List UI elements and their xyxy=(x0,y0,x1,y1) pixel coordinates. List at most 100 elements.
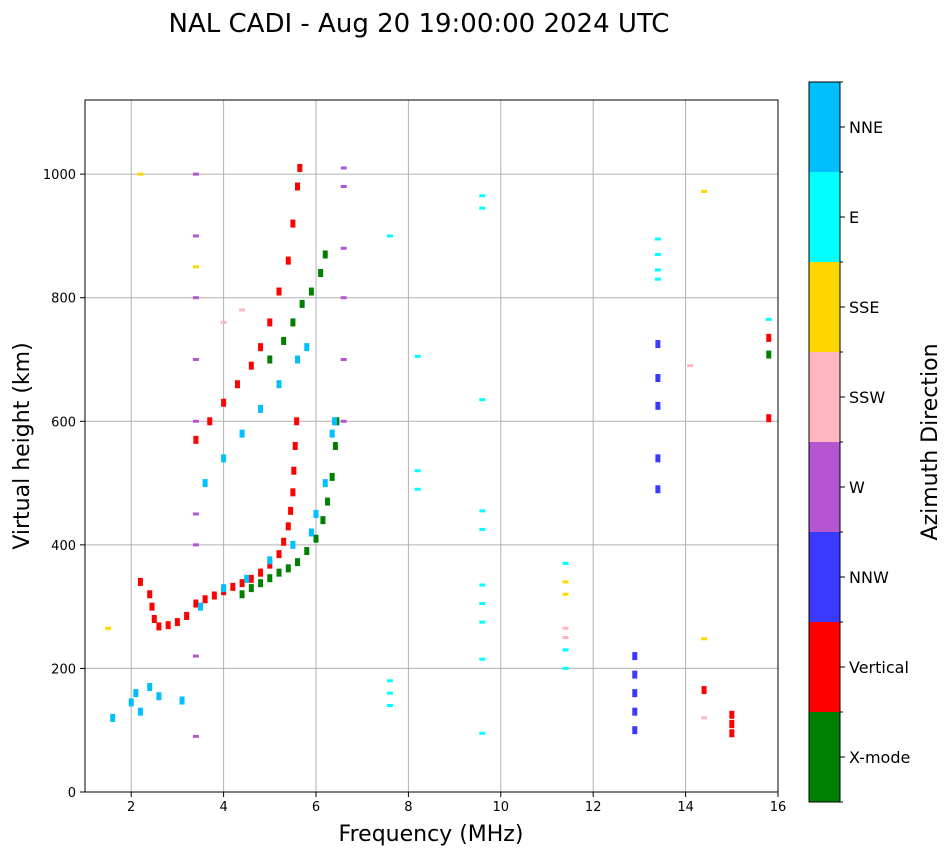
colorbar-label: Azimuth Direction xyxy=(918,343,943,540)
echo-point xyxy=(340,358,347,361)
colorbar: X-mode Vertical NNW W SSW SSE E NNE xyxy=(808,81,910,803)
echo-point xyxy=(320,516,326,525)
echo-point xyxy=(701,716,708,720)
echo-point xyxy=(562,592,569,596)
echo-point xyxy=(701,189,708,193)
echo-point xyxy=(267,560,273,569)
echo-point xyxy=(290,219,296,228)
echo-point xyxy=(258,404,264,413)
echo-point xyxy=(290,318,296,327)
echo-point xyxy=(632,726,638,735)
echo-point xyxy=(239,590,245,599)
echo-point xyxy=(258,343,264,352)
colorbar-segment xyxy=(809,82,840,172)
echo-point xyxy=(632,670,638,679)
colorbar-tick-label: Vertical xyxy=(849,658,909,677)
echo-point xyxy=(258,579,264,588)
trace xyxy=(562,626,569,640)
echo-point xyxy=(340,246,347,250)
echo-point xyxy=(147,590,153,599)
echo-point xyxy=(325,497,331,506)
y-tick-label: 400 xyxy=(51,539,76,554)
trace xyxy=(729,710,735,738)
echo-point xyxy=(110,713,116,722)
chart-title: NAL CADI - Aug 20 19:00:00 2024 UTC xyxy=(169,9,670,39)
trace xyxy=(766,350,772,359)
echo-point xyxy=(765,317,772,321)
echo-point xyxy=(340,185,347,188)
trace xyxy=(267,250,328,364)
echo-point xyxy=(304,547,310,556)
echo-point xyxy=(248,574,254,583)
echo-point xyxy=(562,636,569,640)
echo-point xyxy=(193,599,199,608)
echo-point xyxy=(340,419,347,423)
echo-point xyxy=(766,333,772,342)
trace xyxy=(193,417,300,608)
colorbar-tick-label: SSE xyxy=(849,298,879,317)
echo-point xyxy=(308,287,314,296)
echo-point xyxy=(479,206,486,210)
echo-point xyxy=(192,358,199,361)
y-tick-label: 800 xyxy=(51,292,76,307)
echo-point xyxy=(133,689,139,698)
colorbar-tick-label: NNE xyxy=(849,118,883,137)
echo-point xyxy=(479,398,486,402)
echo-point xyxy=(192,734,199,738)
echo-point xyxy=(207,417,213,426)
echo-point xyxy=(276,380,282,389)
echo-point xyxy=(248,584,254,593)
x-tick-label: 14 xyxy=(677,800,694,815)
echo-point xyxy=(479,731,486,735)
echo-point xyxy=(562,561,569,565)
colorbar-frame xyxy=(808,81,841,803)
echo-point xyxy=(149,602,155,611)
echo-point xyxy=(192,419,199,423)
echo-point xyxy=(174,618,180,627)
echo-point xyxy=(655,454,661,463)
echo-point xyxy=(220,320,227,324)
echo-point xyxy=(386,691,393,695)
echo-point xyxy=(304,343,310,352)
echo-point xyxy=(239,308,246,312)
echo-point xyxy=(632,707,638,716)
echo-point xyxy=(386,704,393,707)
echo-point xyxy=(687,364,694,368)
trace xyxy=(414,354,421,491)
echo-point xyxy=(562,648,569,652)
echo-point xyxy=(386,234,393,238)
trace xyxy=(220,308,708,720)
echo-point xyxy=(267,355,273,364)
y-axis-ticks: 0 200 400 600 800 1000 xyxy=(43,168,85,801)
echo-point xyxy=(701,637,708,641)
echo-point xyxy=(386,679,393,683)
echo-point xyxy=(766,350,772,359)
y-axis-label: Virtual height (km) xyxy=(10,342,35,549)
echo-point xyxy=(156,622,162,631)
echo-point xyxy=(701,686,707,695)
echo-point xyxy=(479,602,486,606)
echo-point xyxy=(192,265,199,269)
colorbar-segment xyxy=(809,172,840,262)
echo-point xyxy=(244,574,250,583)
trace xyxy=(701,333,772,695)
echo-point xyxy=(137,577,143,586)
colorbar-tick-label: X-mode xyxy=(849,748,910,767)
echo-point xyxy=(295,182,301,191)
echo-point xyxy=(308,528,314,537)
echo-point xyxy=(267,574,273,583)
colorbar-tick-label: E xyxy=(849,208,859,227)
echo-point xyxy=(479,527,486,531)
echo-point xyxy=(192,234,199,238)
echo-point xyxy=(322,479,328,488)
echo-point xyxy=(654,252,661,256)
echo-point xyxy=(562,626,569,630)
plot-area xyxy=(85,100,778,792)
echo-point xyxy=(655,340,661,349)
echo-point xyxy=(297,163,303,172)
echo-marks xyxy=(105,163,772,738)
echo-point xyxy=(192,296,199,300)
echo-point xyxy=(655,401,661,410)
echo-point xyxy=(281,537,287,546)
echo-point xyxy=(322,250,328,259)
